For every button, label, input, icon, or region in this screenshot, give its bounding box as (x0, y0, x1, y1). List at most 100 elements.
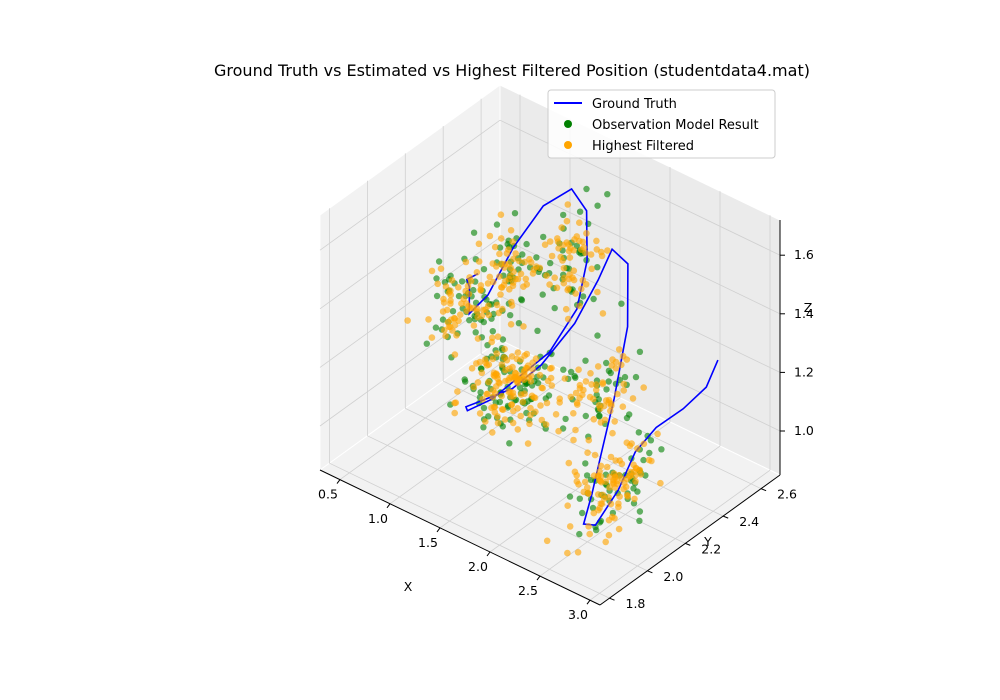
x-tick-label: 1.0 (368, 511, 388, 526)
z-tick-label: 1.0 (794, 423, 814, 438)
filtered-point (468, 365, 476, 372)
filtered-point (498, 260, 505, 268)
filtered-point (607, 500, 615, 508)
filtered-point (607, 407, 614, 415)
filtered-point (497, 235, 505, 242)
legend-label: Highest Filtered (592, 139, 694, 154)
filtered-point (567, 393, 575, 401)
filtered-point (482, 418, 489, 425)
filtered-point (509, 419, 517, 427)
filtered-point (576, 302, 583, 310)
filtered-point (509, 238, 516, 245)
filtered-point (497, 211, 505, 218)
observation-point (493, 221, 501, 228)
x-tick-label: 2.0 (468, 559, 488, 574)
filtered-point (559, 257, 566, 264)
filtered-point (560, 264, 568, 272)
filtered-point (497, 291, 504, 298)
filtered-point (442, 332, 449, 340)
filtered-point (574, 549, 582, 556)
filtered-point (572, 389, 580, 397)
filtered-point (575, 481, 582, 488)
filtered-point (611, 474, 619, 481)
observation-point (489, 328, 496, 335)
filtered-point (514, 426, 522, 433)
filtered-point (484, 280, 492, 287)
observation-point (560, 366, 567, 373)
observation-point (423, 340, 430, 347)
axes (319, 220, 785, 606)
grid-line-z (499, 119, 781, 256)
filtered-point (443, 306, 451, 314)
filtered-point (564, 502, 571, 510)
filtered-point (615, 346, 623, 353)
filtered-point (596, 468, 603, 475)
filtered-point (623, 356, 631, 363)
filtered-point (478, 312, 486, 320)
filtered-point (606, 484, 613, 491)
y-tick-mark (760, 488, 767, 492)
observation-point (590, 295, 597, 303)
observation-point (477, 389, 484, 396)
observation-point (519, 251, 526, 258)
filtered-point (590, 395, 597, 403)
observation-point (533, 254, 540, 261)
observation-point (539, 291, 546, 298)
filtered-point (565, 459, 573, 467)
filtered-point (620, 380, 628, 388)
filtered-point (477, 287, 485, 294)
filtered-point (605, 516, 613, 524)
filtered-point (573, 472, 580, 479)
filtered-point (580, 244, 588, 251)
filtered-point (587, 251, 595, 258)
filtered-point (570, 436, 577, 444)
filtered-point (633, 465, 640, 472)
filtered-point (448, 277, 456, 284)
filtered-point (434, 280, 442, 288)
x-tick-mark (486, 551, 491, 557)
filtered-point (562, 305, 570, 313)
observation-point (518, 297, 526, 304)
observation-point (582, 412, 589, 420)
filtered-point (460, 295, 468, 303)
filtered-point (585, 436, 593, 444)
filtered-point (565, 247, 573, 255)
filtered-point (524, 440, 532, 447)
filtered-point (618, 460, 626, 468)
observation-point (567, 368, 575, 376)
filtered-point (457, 311, 464, 319)
filtered-point (558, 224, 565, 231)
filtered-point (554, 238, 562, 245)
observation-point (480, 404, 488, 412)
filtered-point (544, 377, 552, 385)
observation-point (560, 211, 567, 219)
filtered-point (548, 364, 555, 372)
observation-point (583, 472, 591, 479)
filtered-point (570, 410, 577, 417)
legend-label: Observation Model Result (592, 118, 759, 133)
filtered-point (496, 250, 503, 258)
filtered-point (513, 374, 520, 382)
filtered-point (570, 276, 578, 284)
filtered-point (501, 345, 508, 353)
filtered-point (543, 537, 551, 545)
filtered-point (526, 255, 533, 263)
filtered-point (437, 265, 445, 273)
filtered-point (425, 316, 432, 323)
filtered-point (560, 241, 567, 249)
observation-point (565, 265, 573, 272)
y-tick-mark (685, 542, 691, 546)
filtered-point (470, 383, 478, 391)
x-axis-label: X (404, 579, 413, 594)
filtered-point (486, 273, 494, 281)
observation-point (571, 373, 578, 380)
observation-point (481, 293, 488, 301)
observation-point (566, 493, 574, 500)
filtered-point (546, 281, 553, 288)
x-tick-mark (336, 479, 341, 484)
filtered-point (597, 419, 605, 426)
observation-point (646, 449, 653, 457)
filtered-point (503, 250, 511, 257)
legend-label: Ground Truth (592, 97, 677, 112)
filtered-point (587, 370, 594, 377)
